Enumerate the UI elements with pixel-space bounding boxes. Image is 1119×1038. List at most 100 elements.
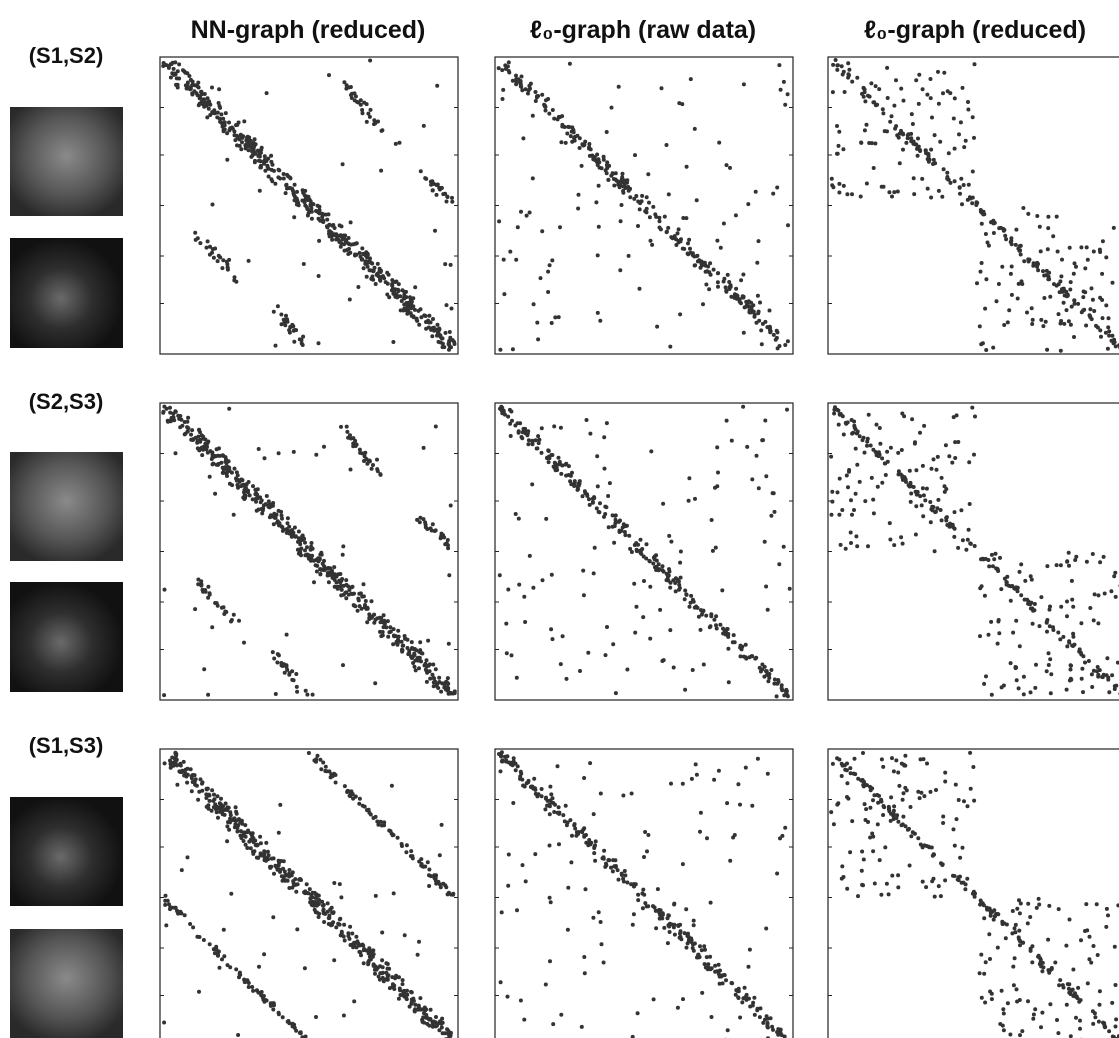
matrix-entry <box>901 815 905 819</box>
matrix-entry <box>298 550 302 554</box>
matrix-entry <box>1107 329 1111 333</box>
matrix-entry <box>282 172 286 176</box>
matrix-entry <box>1048 295 1052 299</box>
matrix-entry <box>686 241 690 245</box>
matrix-entry <box>591 157 595 161</box>
matrix-entry <box>1079 938 1083 942</box>
matrix-entry <box>339 234 343 238</box>
matrix-entry <box>316 204 320 208</box>
matrix-entry <box>1091 1009 1095 1013</box>
matrix-entry <box>431 522 435 526</box>
matrix-entry <box>840 64 844 68</box>
matrix-entry <box>678 312 682 316</box>
matrix-entry <box>1081 295 1085 299</box>
matrix-entry <box>595 153 599 157</box>
matrix-entry <box>780 688 784 692</box>
matrix-entry <box>396 629 400 633</box>
matrix-entry <box>940 195 944 199</box>
matrix-entry <box>593 859 597 863</box>
matrix-entry <box>929 520 933 524</box>
matrix-entry <box>936 455 940 459</box>
matrix-entry <box>191 83 195 87</box>
matrix-entry <box>400 842 404 846</box>
matrix-entry <box>317 239 321 243</box>
matrix-entry <box>927 154 931 158</box>
matrix-entry <box>163 588 167 592</box>
matrix-entry <box>1061 635 1065 639</box>
matrix-entry <box>439 1022 443 1026</box>
matrix-entry <box>279 661 283 665</box>
matrix-entry <box>1082 290 1086 294</box>
matrix-entry <box>582 593 586 597</box>
matrix-entry <box>1062 986 1066 990</box>
matrix-entry <box>253 159 257 163</box>
matrix-entry <box>531 114 535 118</box>
matrix-entry <box>899 129 903 133</box>
matrix-entry <box>952 535 956 539</box>
matrix-entry <box>222 468 226 472</box>
matrix-entry <box>909 834 913 838</box>
matrix-entry <box>162 693 166 697</box>
matrix-entry <box>1059 349 1063 353</box>
matrix-entry <box>213 797 217 801</box>
matrix-entry <box>742 331 746 335</box>
row-label: (S1,S2) <box>29 43 104 68</box>
matrix-entry <box>434 684 438 688</box>
matrix-entry <box>235 134 239 138</box>
matrix-entry <box>910 112 914 116</box>
matrix-entry <box>315 904 319 908</box>
matrix-entry <box>1098 328 1102 332</box>
matrix-entry <box>674 237 678 241</box>
matrix-entry <box>526 442 530 446</box>
matrix-entry <box>352 999 356 1003</box>
matrix-entry <box>620 873 624 877</box>
matrix-entry <box>291 879 295 883</box>
matrix-entry <box>736 995 740 999</box>
matrix-entry <box>517 431 521 435</box>
matrix-entry <box>1106 347 1110 351</box>
matrix-entry <box>396 638 400 642</box>
matrix-entry <box>607 525 611 529</box>
matrix-entry <box>172 73 176 77</box>
matrix-entry <box>944 443 948 447</box>
matrix-entry <box>427 868 431 872</box>
matrix-entry <box>901 822 905 826</box>
matrix-entry <box>611 171 615 175</box>
matrix-entry <box>384 625 388 629</box>
matrix-entry <box>1005 923 1009 927</box>
matrix-entry <box>413 653 417 657</box>
matrix-entry <box>691 946 695 950</box>
matrix-entry <box>679 576 683 580</box>
matrix-entry <box>208 475 212 479</box>
matrix-entry <box>662 570 666 574</box>
matrix-entry <box>842 433 846 437</box>
matrix-entry <box>665 230 669 234</box>
matrix-entry <box>605 625 609 629</box>
matrix-entry <box>1072 335 1076 339</box>
matrix-entry <box>191 925 195 929</box>
matrix-entry <box>1014 243 1018 247</box>
matrix-entry <box>1067 319 1071 323</box>
matrix-entry <box>1005 575 1009 579</box>
matrix-entry <box>528 211 532 215</box>
matrix-entry <box>956 440 960 444</box>
matrix-entry <box>295 690 299 694</box>
matrix-entry <box>716 280 720 284</box>
matrix-entry <box>435 183 439 187</box>
matrix-entry <box>272 310 276 314</box>
matrix-entry <box>225 461 229 465</box>
matrix-entry <box>1009 599 1013 603</box>
matrix-entry <box>217 101 221 105</box>
matrix-entry <box>529 785 533 789</box>
matrix-entry <box>350 932 354 936</box>
matrix-entry <box>431 317 435 321</box>
matrix-entry <box>753 657 757 661</box>
matrix-entry <box>990 553 994 557</box>
matrix-entry <box>559 1013 563 1017</box>
matrix-entry <box>887 892 891 896</box>
matrix-entry <box>295 199 299 203</box>
face-image <box>10 582 123 692</box>
matrix-entry <box>759 670 763 674</box>
matrix-entry <box>393 291 397 295</box>
matrix-entry <box>1055 284 1059 288</box>
